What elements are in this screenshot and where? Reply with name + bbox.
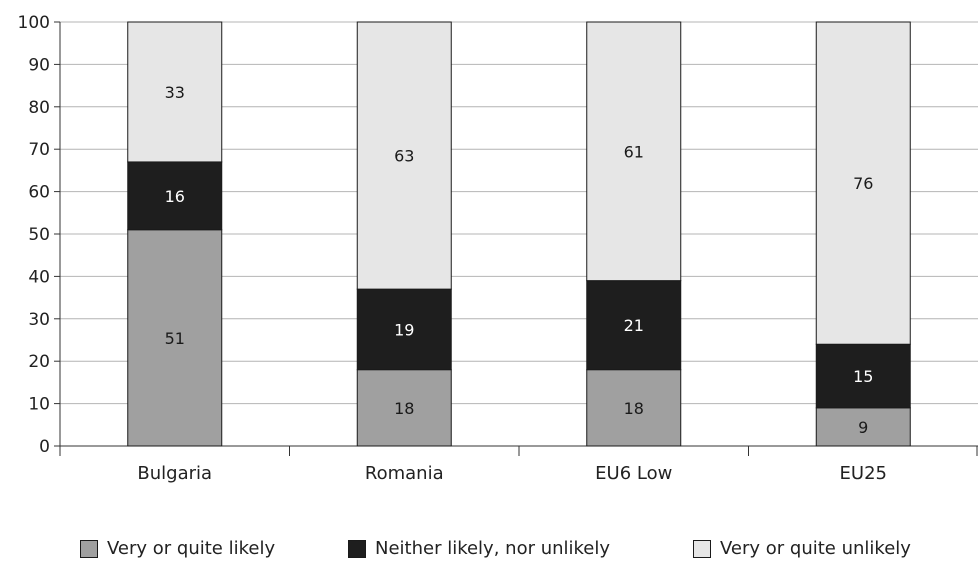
legend-item-neither: Neither likely, nor unlikely [348, 538, 610, 559]
y-tick-label: 60 [28, 183, 50, 203]
y-tick-label: 100 [18, 13, 50, 33]
x-tick-label: EU25 [840, 463, 887, 484]
y-tick-label: 0 [39, 437, 50, 457]
y-tick-label: 10 [28, 395, 50, 415]
data-label: 18 [624, 399, 644, 418]
data-label: 19 [394, 320, 414, 339]
bar-segment [127, 229, 223, 447]
legend-swatch-likely [80, 539, 98, 558]
plot-area: 0 10 20 30 40 50 60 70 80 90 100 51 16 33 Bulgaria 18 19… [18, 13, 978, 484]
x-tick-label: EU6 Low [595, 463, 672, 484]
data-label: 33 [165, 83, 185, 102]
legend-item-likely: Very or quite likely [80, 538, 275, 559]
bar-segment [586, 369, 682, 447]
x-tick-label: Romania [365, 463, 444, 484]
data-label: 51 [165, 329, 185, 348]
y-tick-label: 20 [28, 352, 50, 372]
y-tick-label: 50 [28, 225, 50, 245]
legend-swatch-neither [348, 539, 366, 558]
bar-segment [356, 21, 452, 290]
legend-swatch-unlikely [693, 539, 711, 558]
legend-item-unlikely: Very or quite unlikely [693, 538, 911, 559]
y-tick-label: 70 [28, 140, 50, 160]
bar-segment [815, 407, 911, 447]
data-label: 16 [165, 187, 185, 206]
data-label: 63 [394, 147, 414, 166]
bar-segment [356, 288, 452, 371]
data-label: 61 [624, 142, 644, 161]
data-label: 18 [394, 399, 414, 418]
bar-segment [127, 161, 223, 231]
data-label: 21 [624, 316, 644, 335]
legend-label-likely: Very or quite likely [107, 538, 276, 559]
bar-segment [586, 280, 682, 371]
bar-segment [815, 21, 911, 345]
y-tick-label: 80 [28, 98, 50, 118]
legend-label-neither: Neither likely, nor unlikely [375, 538, 611, 559]
legend-label-unlikely: Very or quite unlikely [720, 538, 911, 559]
data-label: 15 [853, 367, 873, 386]
y-tick-label: 90 [28, 55, 50, 75]
bar-segment [127, 21, 223, 163]
bar-segment [586, 21, 682, 282]
legend: Very or quite likely Neither likely, nor… [0, 538, 978, 564]
bar-segment [815, 343, 911, 409]
data-label: 9 [858, 418, 868, 437]
y-tick-label: 40 [28, 267, 50, 287]
x-tick-label: Bulgaria [137, 463, 212, 484]
y-tick-label: 30 [28, 310, 50, 330]
data-label: 76 [853, 174, 873, 193]
